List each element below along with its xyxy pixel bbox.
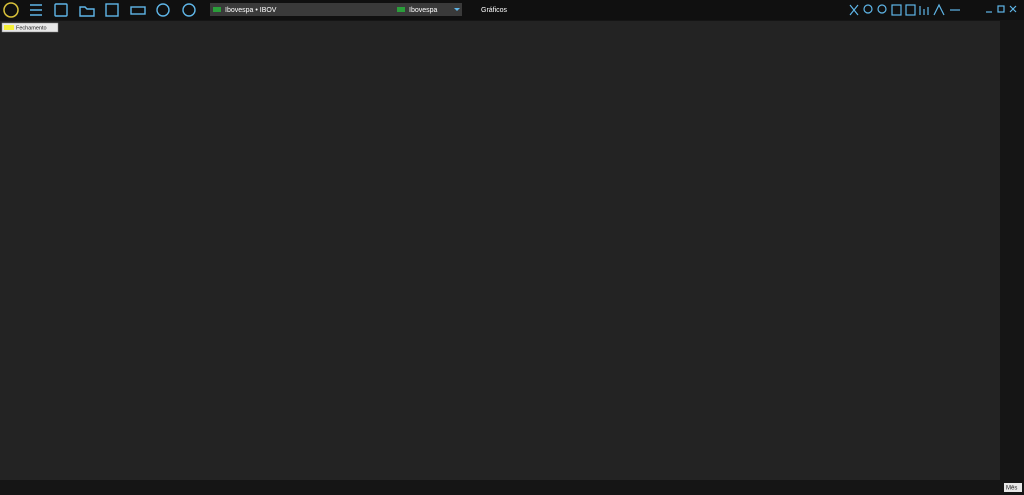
close-icon[interactable]	[1009, 5, 1017, 13]
legend: Fechamento	[1, 22, 59, 33]
tool-icon[interactable]	[933, 3, 945, 16]
symbol-box[interactable]	[210, 3, 462, 16]
symbol-text: Ibovespa • IBOV	[225, 7, 277, 14]
market-text: Ibovespa	[409, 7, 438, 14]
tool-icon[interactable]	[919, 6, 929, 15]
maximize-icon[interactable]	[997, 5, 1005, 13]
plot-area	[0, 21, 1000, 480]
toolbar: Ibovespa • IBOV Ibovespa Gráficos	[0, 0, 1024, 20]
logo-icon[interactable]	[3, 2, 19, 18]
toolbar-bg	[0, 0, 1024, 20]
tool-icon[interactable]	[905, 4, 916, 16]
tab-title[interactable]: Gráficos	[481, 7, 508, 14]
help-icon[interactable]	[182, 3, 196, 17]
new-icon[interactable]	[54, 3, 68, 17]
flag-icon	[213, 7, 221, 12]
flag-icon	[397, 7, 405, 12]
web-icon[interactable]	[156, 3, 170, 17]
open-icon[interactable]	[79, 6, 95, 17]
period-text: Mês	[1006, 486, 1017, 492]
tool-icon[interactable]	[877, 4, 887, 14]
save-icon[interactable]	[105, 3, 119, 17]
tool-icon[interactable]	[891, 4, 902, 16]
print-icon[interactable]	[130, 6, 146, 15]
dropdown-arrow[interactable]	[454, 8, 460, 11]
legend-label: Fechamento	[16, 25, 47, 31]
tool-icon[interactable]	[863, 4, 873, 14]
menu-icon[interactable]	[30, 4, 42, 16]
period-box[interactable]	[1004, 483, 1022, 492]
legend-box[interactable]	[1, 22, 59, 33]
tool-icon[interactable]	[849, 4, 859, 16]
legend-swatch	[4, 25, 14, 30]
